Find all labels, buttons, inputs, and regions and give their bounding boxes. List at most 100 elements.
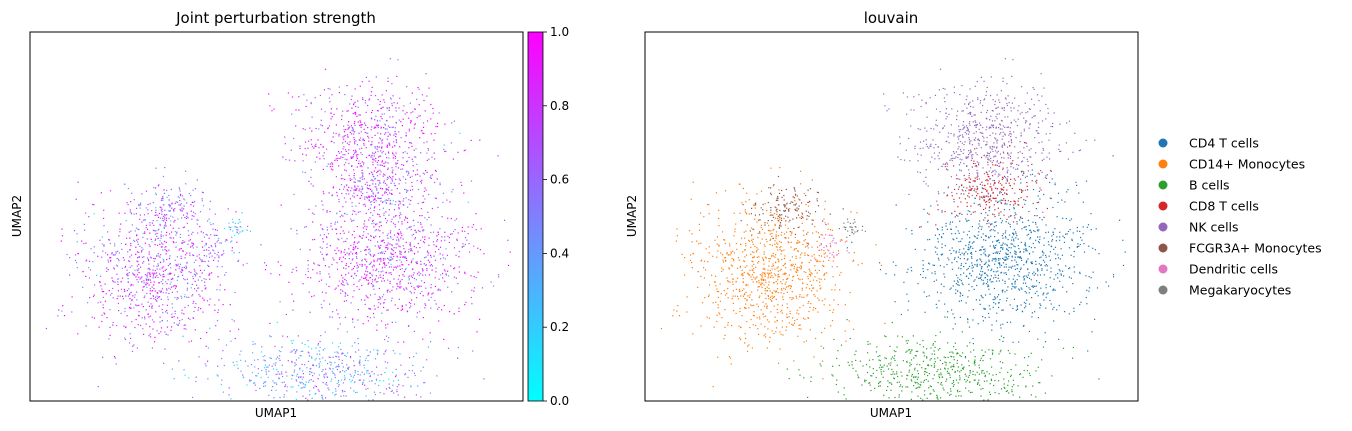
louvain-point <box>719 283 721 285</box>
strength-point <box>345 240 347 242</box>
louvain-point <box>1004 134 1006 136</box>
strength-point <box>191 283 193 285</box>
strength-point <box>323 377 326 379</box>
strength-point <box>151 306 153 308</box>
louvain-point <box>815 337 817 340</box>
strength-point <box>382 201 384 203</box>
louvain-point <box>724 190 727 192</box>
louvain-point <box>785 237 787 239</box>
strength-point <box>451 191 453 193</box>
louvain-point <box>1008 134 1010 136</box>
strength-point <box>177 265 179 267</box>
strength-point <box>435 271 437 273</box>
louvain-point <box>1021 152 1023 154</box>
strength-point <box>76 233 78 235</box>
louvain-point <box>1008 141 1010 143</box>
strength-point <box>100 275 102 277</box>
louvain-point <box>727 254 729 256</box>
strength-point <box>205 242 207 245</box>
louvain-point <box>823 273 825 276</box>
strength-point <box>144 231 146 233</box>
strength-point <box>436 239 439 241</box>
strength-point <box>276 368 278 371</box>
strength-point <box>389 259 391 261</box>
louvain-point <box>967 157 969 159</box>
strength-point <box>123 325 125 327</box>
strength-point <box>357 211 359 213</box>
strength-point <box>390 272 392 274</box>
strength-point <box>359 362 361 364</box>
louvain-point <box>789 297 791 299</box>
strength-point <box>124 290 126 292</box>
strength-point <box>376 110 378 112</box>
strength-point <box>170 272 172 275</box>
strength-point <box>365 259 367 261</box>
strength-point <box>356 267 358 269</box>
strength-point <box>214 244 217 246</box>
strength-point <box>353 265 356 268</box>
strength-point <box>215 234 217 236</box>
strength-point <box>353 172 355 175</box>
strength-point <box>369 188 372 190</box>
strength-point <box>399 212 401 214</box>
strength-point <box>193 243 195 245</box>
strength-point <box>174 219 176 221</box>
strength-point <box>316 156 318 158</box>
strength-point <box>314 238 316 241</box>
louvain-point <box>752 281 754 283</box>
louvain-point <box>817 246 819 248</box>
strength-point <box>91 316 93 318</box>
strength-point <box>208 273 210 276</box>
louvain-point <box>1034 115 1036 117</box>
strength-point <box>321 370 323 373</box>
strength-point <box>356 115 358 117</box>
strength-point <box>410 262 412 264</box>
strength-point <box>361 259 363 261</box>
louvain-point <box>776 267 778 269</box>
strength-point <box>132 273 134 275</box>
louvain-point <box>908 193 910 196</box>
strength-point <box>465 301 467 303</box>
strength-point <box>396 255 398 257</box>
strength-point <box>411 175 413 177</box>
louvain-point <box>772 265 775 267</box>
strength-point <box>308 355 311 357</box>
strength-point <box>341 389 344 391</box>
strength-point <box>152 295 154 297</box>
louvain-point <box>1020 132 1022 134</box>
strength-point <box>315 365 318 367</box>
strength-point <box>421 268 423 270</box>
strength-point <box>401 164 403 166</box>
strength-point <box>387 257 389 259</box>
strength-point <box>383 302 385 304</box>
strength-point <box>394 223 396 226</box>
strength-point <box>97 386 99 388</box>
strength-point <box>383 280 385 282</box>
louvain-point <box>899 136 901 138</box>
strength-point <box>373 373 375 375</box>
strength-point <box>295 266 297 269</box>
strength-point <box>457 357 459 359</box>
louvain-point <box>778 362 780 364</box>
louvain-point <box>926 146 928 148</box>
strength-point <box>384 339 386 341</box>
strength-point <box>396 260 398 262</box>
strength-point <box>186 212 188 214</box>
louvain-point <box>750 304 752 306</box>
strength-point <box>232 230 234 232</box>
louvain-point <box>998 173 1000 175</box>
louvain-point <box>746 192 748 194</box>
strength-point <box>178 187 180 189</box>
strength-point <box>467 233 469 235</box>
strength-point <box>106 267 108 269</box>
strength-point <box>390 266 392 268</box>
louvain-point <box>775 234 777 236</box>
louvain-point <box>956 118 958 121</box>
strength-point <box>228 387 230 389</box>
strength-point <box>366 296 368 298</box>
louvain-point <box>1006 178 1008 180</box>
strength-point <box>216 320 219 322</box>
strength-point <box>296 270 298 272</box>
strength-point <box>325 397 327 399</box>
strength-point <box>399 203 401 205</box>
